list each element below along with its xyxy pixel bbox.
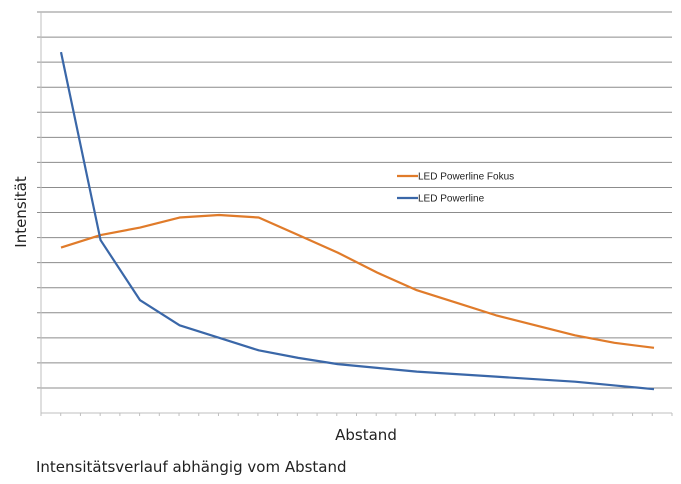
legend: LED Powerline Fokus LED Powerline bbox=[397, 172, 514, 205]
series-line-led-powerline bbox=[59, 51, 655, 391]
legend-label: LED Powerline Fokus bbox=[418, 172, 514, 183]
series-lines bbox=[59, 51, 655, 391]
grid-lines bbox=[37, 11, 672, 389]
legend-label: LED Powerline bbox=[418, 194, 485, 205]
series-line-led-powerline-fokus bbox=[60, 213, 655, 349]
x-axis-label: Abstand bbox=[335, 426, 397, 444]
x-axis-ticks bbox=[40, 413, 673, 416]
y-axis-label: Intensität bbox=[12, 176, 30, 248]
chart-caption: Intensitätsverlauf abhängig vom Abstand bbox=[36, 458, 347, 476]
